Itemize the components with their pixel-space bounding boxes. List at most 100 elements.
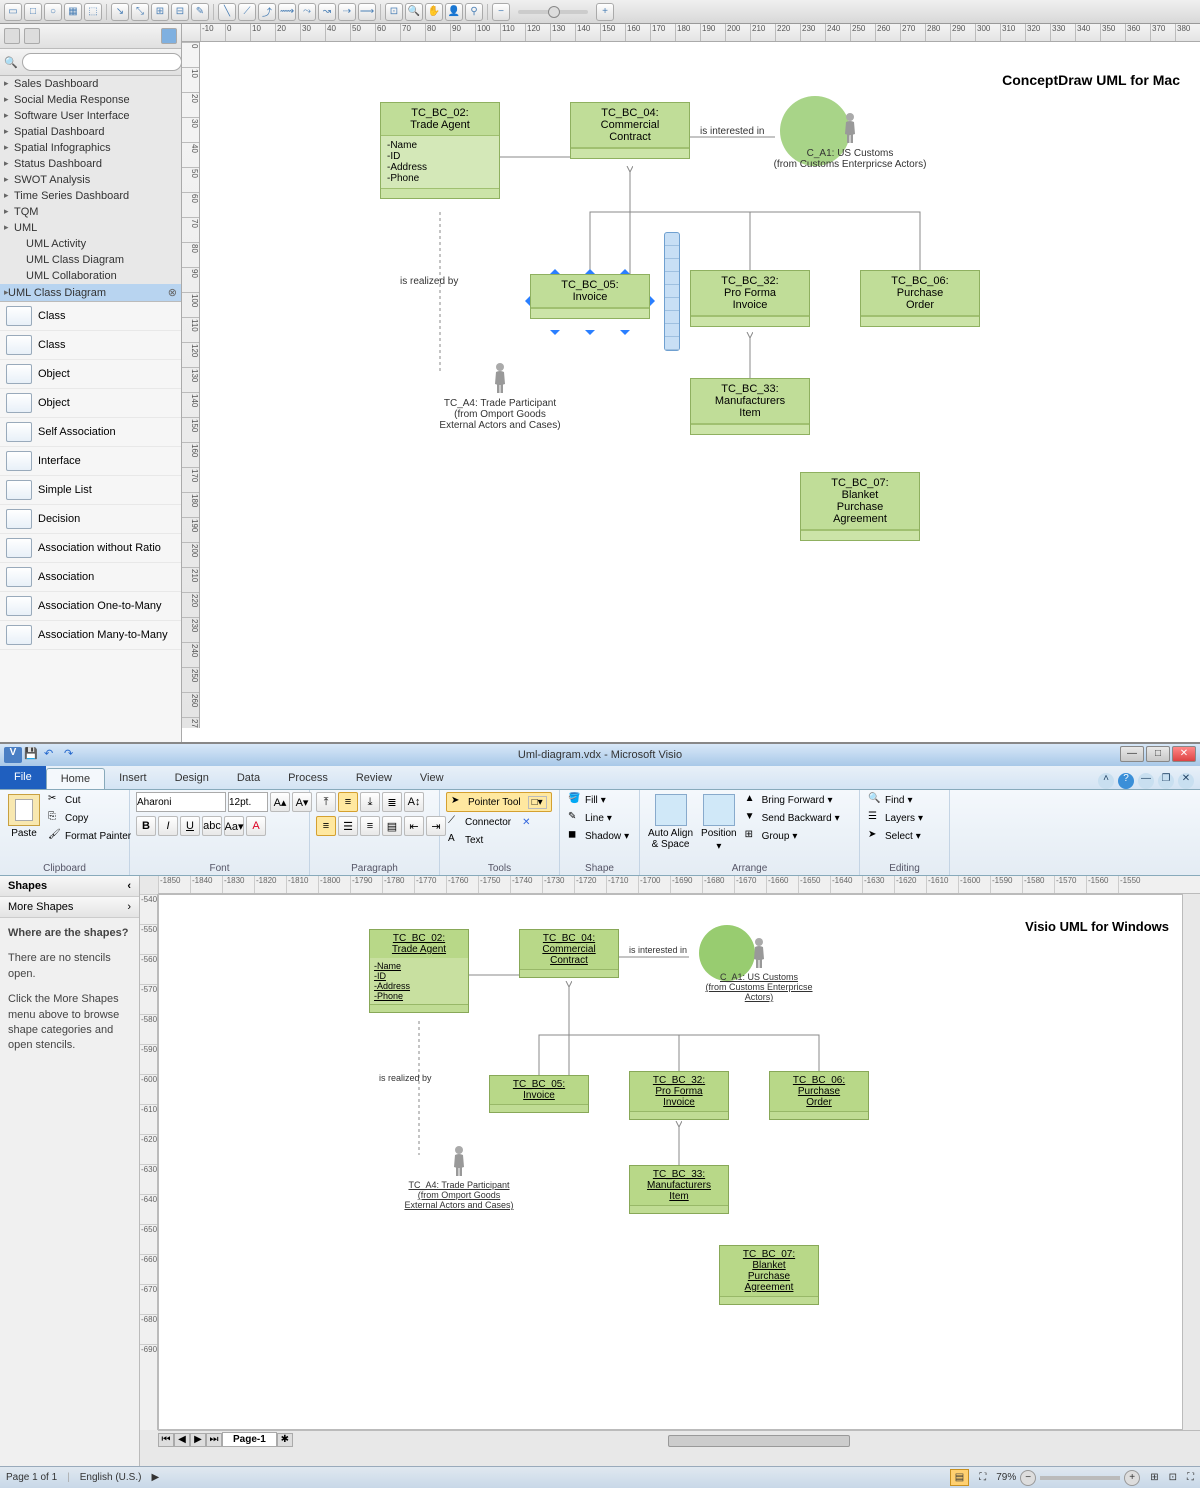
tool-person[interactable]: 👤	[445, 3, 463, 21]
shape-item[interactable]: Class	[0, 302, 181, 331]
tool-conn8[interactable]: ⟶	[358, 3, 376, 21]
tool-select[interactable]: ⬚	[84, 3, 102, 21]
tool-conn6[interactable]: ↝	[318, 3, 336, 21]
v-scrollbar[interactable]	[1182, 894, 1200, 1430]
pointer-tool[interactable]: ➤Pointer Tool□▾	[446, 792, 552, 812]
tool-ungroup[interactable]: ⊟	[171, 3, 189, 21]
tool-ellipse[interactable]: ○	[44, 3, 62, 21]
text-tool[interactable]: AText	[446, 832, 552, 848]
tab-home[interactable]: Home	[46, 768, 105, 789]
zoom-out-button[interactable]: −	[1020, 1470, 1036, 1486]
tab-view[interactable]: View	[406, 768, 458, 789]
tool-pointer[interactable]: ▭	[4, 3, 22, 21]
mac-canvas[interactable]: ConceptDraw UML for Mac TC_BC_02: Trade …	[200, 42, 1200, 728]
view-full-icon[interactable]: ⛶	[979, 1472, 986, 1483]
align-center[interactable]: ☰	[338, 816, 358, 836]
v-uml-node-invoice[interactable]: TC_BC_05: Invoice	[489, 1075, 589, 1113]
tool-line2[interactable]: ⤡	[131, 3, 149, 21]
fit-page-icon[interactable]: ⊞	[1150, 1472, 1158, 1483]
help-icon[interactable]: ?	[1118, 773, 1134, 789]
close-button[interactable]: ✕	[1172, 746, 1196, 762]
uml-node-trade_agent[interactable]: TC_BC_02: Trade Agent-Name-ID-Address-Ph…	[380, 102, 500, 199]
x-icon[interactable]: ✕	[522, 817, 530, 828]
tool-rect[interactable]: □	[24, 3, 42, 21]
uml-node-contract[interactable]: TC_BC_04: Commercial Contract	[570, 102, 690, 159]
strike-button[interactable]: abc	[202, 816, 222, 836]
page-prev-icon[interactable]: ◀	[174, 1433, 190, 1447]
search-input[interactable]	[22, 53, 182, 71]
tree-item[interactable]: SWOT Analysis	[0, 172, 181, 188]
tool-anchor[interactable]: ⚲	[465, 3, 483, 21]
copy-button[interactable]: ⎘Copy	[46, 810, 133, 826]
position-button[interactable]: Position▾	[699, 792, 739, 854]
selection-handle[interactable]	[620, 264, 630, 274]
v-uml-node-purchase[interactable]: TC_BC_06: Purchase Order	[769, 1071, 869, 1120]
win-min-icon[interactable]: —	[1138, 773, 1154, 789]
tree-item[interactable]: Software User Interface	[0, 108, 181, 124]
paste-button[interactable]: Paste	[6, 792, 42, 841]
group-button[interactable]: ⊞Group ▾	[743, 828, 842, 844]
bold-button[interactable]: B	[136, 816, 156, 836]
tool-hand[interactable]: ✋	[425, 3, 443, 21]
shape-item[interactable]: Interface	[0, 447, 181, 476]
v-actor-customs[interactable]: C_A1: US Customs (from Customs Enterpric…	[659, 937, 859, 1002]
layers-button[interactable]: ☰Layers ▾	[866, 810, 925, 826]
file-tab[interactable]: File	[0, 765, 46, 789]
fullscreen-icon[interactable]: ⛶	[1187, 1472, 1194, 1483]
macro-icon[interactable]: ▶	[151, 1472, 159, 1483]
page-first-icon[interactable]: ⏮	[158, 1433, 174, 1447]
zoom-in-button[interactable]: +	[1124, 1470, 1140, 1486]
tree-sub-item[interactable]: UML Activity	[0, 236, 181, 252]
smart-panel[interactable]	[664, 232, 680, 351]
tool-conn1[interactable]: ╲	[218, 3, 236, 21]
tree-item[interactable]: Spatial Dashboard	[0, 124, 181, 140]
send-backward[interactable]: ▼Send Backward ▾	[743, 810, 842, 826]
tree-item[interactable]: TQM	[0, 204, 181, 220]
selection-handle[interactable]	[620, 330, 630, 340]
more-shapes[interactable]: More Shapes›	[0, 897, 139, 918]
view-normal-icon[interactable]: ▤	[950, 1469, 969, 1486]
v-actor-participant[interactable]: TC_A4: Trade Participant (from Omport Go…	[359, 1145, 559, 1210]
font-color-button[interactable]: A	[246, 816, 266, 836]
tool-group[interactable]: ⊞	[151, 3, 169, 21]
tree-sub-item[interactable]: UML Class Diagram	[0, 252, 181, 268]
minimize-button[interactable]: —	[1120, 746, 1144, 762]
visio-canvas[interactable]: Visio UML for Windows TC_BC_02: Trade Ag…	[158, 894, 1200, 1430]
ribbon-collapse-icon[interactable]: ˄	[1098, 773, 1114, 789]
tree-item[interactable]: UML	[0, 220, 181, 236]
zoom-in-icon[interactable]: +	[596, 3, 614, 21]
align-bottom[interactable]: ⤓	[360, 792, 380, 812]
shape-item[interactable]: Self Association	[0, 418, 181, 447]
win-restore-icon[interactable]: ❐	[1158, 773, 1174, 789]
tool-conn7[interactable]: ⇢	[338, 3, 356, 21]
auto-align-button[interactable]: Auto Align & Space	[646, 792, 695, 852]
shape-item[interactable]: Class	[0, 331, 181, 360]
shadow-button[interactable]: ◼Shadow ▾	[566, 828, 631, 844]
maximize-button[interactable]: □	[1146, 746, 1170, 762]
bullets[interactable]: ≣	[382, 792, 402, 812]
tree-item[interactable]: Sales Dashboard	[0, 76, 181, 92]
text-direction[interactable]: A↕	[404, 792, 424, 812]
zoom-slider[interactable]	[1040, 1476, 1120, 1480]
tool-grid[interactable]: ▦	[64, 3, 82, 21]
panel-icon-2[interactable]	[24, 28, 40, 44]
indent-dec[interactable]: ⇤	[404, 816, 424, 836]
selection-handle[interactable]	[550, 264, 560, 274]
uml-node-invoice[interactable]: TC_BC_05: Invoice	[530, 274, 650, 319]
font-name-input[interactable]	[136, 792, 226, 812]
align-left[interactable]: ≡	[316, 816, 336, 836]
win-close-icon[interactable]: ✕	[1178, 773, 1194, 789]
v-uml-node-trade_agent[interactable]: TC_BC_02: Trade Agent-Name-ID-Address-Ph…	[369, 929, 469, 1013]
uml-node-purchase[interactable]: TC_BC_06: Purchase Order	[860, 270, 980, 327]
align-right[interactable]: ≡	[360, 816, 380, 836]
shape-item[interactable]: Association without Ratio	[0, 534, 181, 563]
v-uml-node-mfr[interactable]: TC_BC_33: Manufacturers Item	[629, 1165, 729, 1214]
uml-node-proforma[interactable]: TC_BC_32: Pro Forma Invoice	[690, 270, 810, 327]
tool-conn5[interactable]: ⤳	[298, 3, 316, 21]
cut-button[interactable]: ✂Cut	[46, 792, 133, 808]
connector-tool[interactable]: ⟋Connector✕	[446, 814, 552, 830]
tool-zoom-in[interactable]: 🔍	[405, 3, 423, 21]
tool-conn4[interactable]: ⟿	[278, 3, 296, 21]
selection-handle[interactable]	[550, 330, 560, 340]
tool-zoom-fit[interactable]: ⊡	[385, 3, 403, 21]
